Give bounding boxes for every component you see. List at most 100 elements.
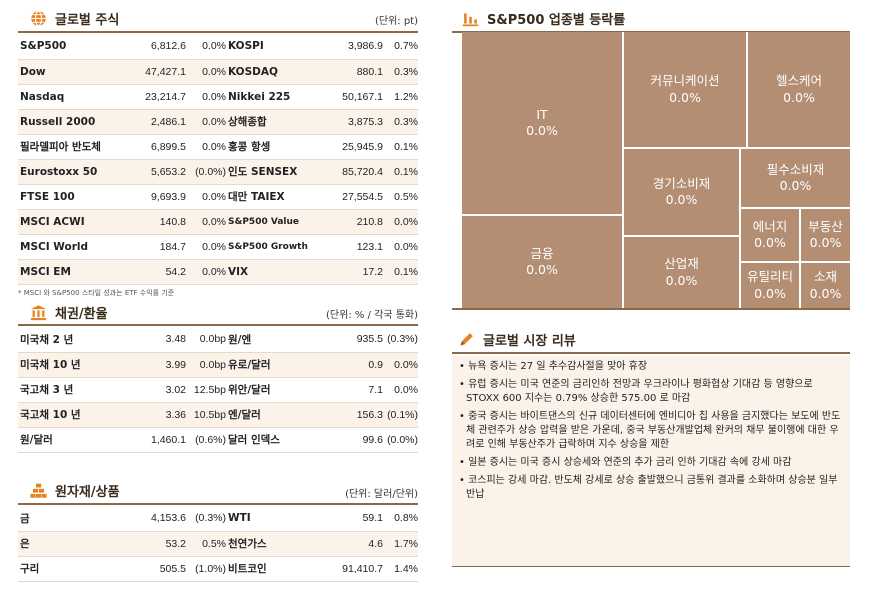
tile-value: 0.0% — [665, 272, 698, 288]
row-change: 0.5% — [383, 184, 418, 210]
row-change: 0.0% — [186, 184, 226, 210]
row-change: 0.8% — [383, 506, 418, 532]
tile-label: 부동산 — [808, 218, 843, 234]
review-item: • 일본 증시는 미국 증시 상승세와 연준의 추가 금리 인하 기대감 속에 … — [458, 456, 843, 470]
row-name: MSCI EM — [18, 259, 123, 285]
row-name: 필라델피아 반도체 — [18, 134, 123, 160]
row-change: 0.0% — [186, 209, 226, 235]
treemap-tile: 금융 0.0% — [462, 216, 622, 308]
row-value: 59.1 — [331, 506, 383, 532]
row-name: VIX — [226, 259, 331, 285]
table-row: 은 53.2 0.5% 천연가스 4.6 1.7% — [18, 531, 418, 557]
row-change: (0.0%) — [186, 159, 226, 185]
sector-title-text: S&P500 업종별 등락률 — [487, 13, 626, 28]
row-change: 10.5bp — [186, 402, 226, 428]
treemap-tile: 헬스케어 0.0% — [748, 32, 850, 147]
row-name: WTI — [226, 506, 331, 532]
treemap-tile: 산업재 0.0% — [624, 237, 739, 308]
table-row: MSCI EM 54.2 0.0% VIX 17.2 0.1% — [18, 259, 418, 285]
tile-label: 금융 — [530, 245, 554, 261]
review-box — [452, 356, 850, 566]
table-row: Dow 47,427.1 0.0% KOSDAQ 880.1 0.3% — [18, 59, 418, 85]
row-change: (0.3%) — [186, 506, 226, 532]
row-change: 0.5% — [186, 531, 226, 557]
commodities-unit: (단위: 달러/단위) — [345, 489, 418, 500]
row-change: 0.0bp — [186, 352, 226, 378]
tile-label: 소재 — [813, 269, 837, 285]
row-name: 비트코인 — [226, 556, 331, 582]
row-value: 6,812.6 — [123, 34, 186, 60]
row-name: Dow — [18, 59, 123, 85]
table-row: Russell 2000 2,486.1 0.0% 상해종합 3,875.3 0.3% — [18, 109, 418, 135]
row-change: 0.1% — [383, 159, 418, 185]
global-stocks-unit: (단위: pt) — [374, 16, 418, 27]
row-change: 0.0% — [383, 234, 418, 260]
review-item: • 중국 증시는 바이트댄스의 신규 데이터센터에 엔비디아 칩 사용을 금지했… — [458, 410, 843, 452]
row-value: 2,486.1 — [123, 109, 186, 135]
row-name: 원/달러 — [18, 427, 123, 453]
table-row: S&P500 6,812.6 0.0% KOSPI 3,986.9 0.7% — [18, 34, 418, 60]
table-row: 국고채 3 년 3.02 12.5bp 위안/달러 7.1 0.0% — [18, 377, 418, 403]
gold-bars-icon — [30, 483, 47, 498]
global-stocks-table: S&P500 6,812.6 0.0% KOSPI 3,986.9 0.7% Dow 47,4… — [18, 34, 418, 285]
table-row: MSCI ACWI 140.8 0.0% S&P500 Value 210.8 0.0% — [18, 209, 418, 235]
table-row: MSCI World 184.7 0.0% S&P500 Growth 123.1 0.0… — [18, 234, 418, 260]
tile-label: 헬스케어 — [775, 73, 822, 89]
section-divider — [18, 503, 418, 505]
row-name: 미국채 10 년 — [18, 352, 123, 378]
row-change: (0.1%) — [383, 402, 418, 428]
row-value: 5,653.2 — [123, 159, 186, 185]
bullet: • — [459, 457, 469, 468]
row-change: (1.0%) — [186, 556, 226, 582]
review-item-text: 중국 증시는 바이트댄스의 신규 데이터센터에 엔비디아 칩 사용을 금지했다는… — [466, 411, 841, 450]
row-name: MSCI World — [18, 234, 123, 260]
row-name: 국고채 3 년 — [18, 377, 123, 403]
tile-value: 0.0% — [526, 262, 558, 277]
treemap-tile: 소재 0.0% — [801, 263, 850, 308]
row-value: 505.5 — [123, 556, 186, 582]
treemap-tile: 경기소비재 0.0% — [624, 149, 739, 235]
review-item: • 코스피는 강세 마감. 반도체 강세로 상승 출발했으니 금통위 결과를 소… — [458, 474, 843, 502]
row-name: 국고채 10 년 — [18, 402, 123, 428]
table-row: 국고채 10 년 3.36 10.5bp 엔/달러 156.3 (0.1%) — [18, 402, 418, 428]
table-row: 미국채 2 년 3.48 0.0bp 원/엔 935.5 (0.3%) — [18, 327, 418, 353]
global-stocks-note: * MSCI 와 S&P500 스타일 성과는 ETF 수익률 기준 — [18, 289, 175, 297]
treemap-tile: 부동산 0.0% — [801, 209, 850, 261]
treemap-tile: 에너지 0.0% — [741, 209, 799, 261]
row-name: 대만 TAIEX — [226, 184, 331, 210]
tile-value: 0.0% — [669, 89, 701, 105]
row-value: 7.1 — [331, 377, 383, 403]
tile-label: 커뮤니케이션 — [650, 73, 720, 89]
tile-label: 유틸리티 — [746, 269, 793, 285]
row-value: 53.2 — [123, 531, 186, 557]
row-name: 상해종합 — [226, 109, 331, 135]
tile-value: 0.0% — [754, 285, 786, 301]
review-item-text: 코스피는 강세 마감. 반도체 강세로 상승 출발했으니 금통위 결과를 소화하… — [466, 475, 838, 500]
section-divider — [452, 308, 850, 310]
row-change: 0.1% — [383, 134, 418, 160]
row-change: (0.3%) — [383, 327, 418, 353]
row-value: 6,899.5 — [123, 134, 186, 160]
row-name: KOSPI — [226, 34, 331, 60]
bullet: • — [459, 361, 469, 372]
row-change: 0.0% — [186, 59, 226, 85]
table-row: 금 4,153.6 (0.3%) WTI 59.1 0.8% — [18, 506, 418, 532]
global-stocks-title: 글로벌 주식 — [30, 9, 119, 28]
row-value: 935.5 — [331, 327, 383, 353]
row-value: 4.6 — [331, 531, 383, 557]
row-name: 홍콩 항셍 — [226, 134, 331, 160]
row-name: 천연가스 — [226, 531, 331, 557]
row-value: 184.7 — [123, 234, 186, 260]
row-change: 1.2% — [383, 84, 418, 110]
pencil-icon — [460, 333, 473, 346]
row-value: 3.36 — [123, 402, 186, 428]
bar-chart-icon — [462, 13, 479, 27]
row-value: 1,460.1 — [123, 427, 186, 453]
tile-value: 0.0% — [779, 178, 812, 193]
row-change: 1.4% — [383, 556, 418, 582]
row-value: 9,693.9 — [123, 184, 186, 210]
table-row: Nasdaq 23,214.7 0.0% Nikkei 225 50,167.1 1.2% — [18, 84, 418, 110]
row-name: MSCI ACWI — [18, 209, 123, 235]
row-name: S&P500 Growth — [226, 234, 331, 260]
row-name: 미국채 2 년 — [18, 327, 123, 353]
